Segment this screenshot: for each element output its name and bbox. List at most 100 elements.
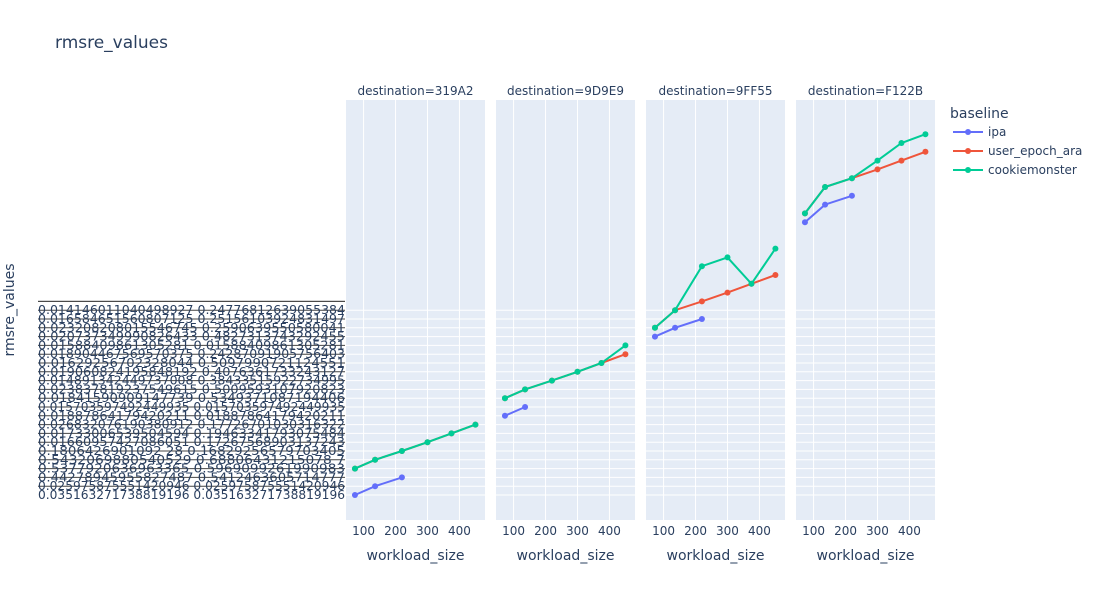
x-tick-label: 100: [352, 524, 375, 538]
legend-swatch-marker: [965, 167, 971, 173]
legend-swatch-marker: [965, 129, 971, 135]
chart-title: rmsre_values: [55, 33, 168, 53]
y-tick-label: 0.020737349990826433 0.4827313743292455: [38, 330, 345, 344]
y-tick-label: 0.019060824195848192 0.4076361733243127: [38, 365, 345, 379]
y-tick-label: 0.44278945955827487 0.5412463605714777: [38, 470, 345, 484]
x-axis-label: workload_size: [367, 548, 465, 564]
y-tick-label: 0.023837819237549615 0.5009593107920823: [38, 382, 345, 396]
facet-title: destination=9D9E9: [507, 84, 624, 98]
data-point-cookiemonster: [501, 395, 508, 402]
y-tick-label: 0.01588409861305281 0.01588409861305281: [38, 338, 345, 352]
data-point-cookiemonster: [598, 360, 605, 366]
y-tick-label: 0.014891342449737008 0.38433515922734995: [38, 374, 345, 388]
data-point-user_epoch_ara: [698, 298, 705, 305]
y-tick-label: 0.5377920636963365 0.5969099261990983: [38, 462, 345, 476]
data-point-ipa: [801, 219, 808, 226]
y-tick-label: 0.023208208015546745 0.2590639550580041: [38, 321, 345, 335]
y-tick-label: 0.01629256702328044 0.5097990721124551: [38, 356, 345, 370]
x-tick-label: 400: [598, 524, 621, 538]
y-tick-label: 0.014146011040498927 0.24776812639055384: [38, 303, 345, 317]
x-tick-label: 400: [748, 524, 771, 538]
data-point-ipa: [501, 412, 508, 419]
y-tick-label: 0.1806426901092 28 0.16829256579703405: [38, 444, 345, 458]
data-point-cookiemonster: [672, 307, 679, 314]
legend-swatch-marker: [965, 148, 971, 154]
data-point-cookiemonster: [424, 439, 431, 446]
data-point-user_epoch_ara: [922, 148, 929, 155]
x-tick-label: 300: [566, 524, 589, 538]
series-line-cookiemonster: [654, 248, 777, 329]
x-tick-label: 300: [716, 524, 739, 538]
y-tick-label: 0.025975875551420946 0.02597587555142094…: [38, 479, 345, 493]
legend-label: ipa: [988, 125, 1006, 139]
x-tick-label: 400: [898, 524, 921, 538]
series-line-cookiemonster: [354, 423, 476, 470]
data-point-cookiemonster: [651, 324, 658, 331]
x-tick-label: 200: [534, 524, 557, 538]
data-point-cookiemonster: [874, 157, 881, 164]
y-axis-label: rmsre_values: [2, 263, 18, 356]
x-tick-label: 200: [684, 524, 707, 538]
x-tick-label: 200: [384, 524, 407, 538]
data-point-cookiemonster: [398, 448, 405, 454]
series-line-ipa: [504, 406, 526, 417]
data-point-ipa: [398, 474, 405, 481]
data-point-cookiemonster: [574, 368, 581, 375]
data-point-cookiemonster: [548, 377, 555, 384]
data-point-cookiemonster: [372, 456, 379, 463]
x-axis-label: workload_size: [817, 548, 915, 564]
y-tick-label: 0.5432069880540529 0.68806431215078 7: [38, 453, 345, 467]
x-tick-label: 100: [502, 524, 525, 538]
data-point-cookiemonster: [801, 210, 808, 217]
data-point-cookiemonster: [748, 280, 755, 287]
series-line-cookiemonster: [804, 133, 926, 215]
data-point-cookiemonster: [522, 386, 529, 393]
x-tick-label: 100: [802, 524, 825, 538]
data-point-cookiemonster: [898, 140, 905, 146]
x-axis-label: workload_size: [667, 548, 765, 564]
x-tick-label: 400: [448, 524, 471, 538]
y-tick-label: 0.01841590909147739 0.5349371087194406: [38, 391, 345, 405]
data-point-cookiemonster: [698, 263, 705, 270]
y-tick-label: 0.01733006539504594 0.19463341793075484: [38, 426, 345, 440]
y-tick-label: 0.01660957427086051 0.17267568903137243: [38, 435, 345, 449]
legend-title: baseline: [950, 106, 1009, 122]
y-tick-label: 0.016584651560807125 0.25156103924831497: [38, 312, 345, 326]
data-point-ipa: [651, 333, 658, 340]
y-tick-label: 0.018904467569570375 0.24287091905756403: [38, 347, 345, 361]
legend-label: user_epoch_ara: [988, 144, 1082, 158]
data-point-cookiemonster: [351, 465, 358, 472]
x-tick-label: 300: [416, 524, 439, 538]
series-line-cookiemonster: [504, 344, 627, 400]
data-point-cookiemonster: [822, 184, 829, 190]
data-point-ipa: [351, 492, 358, 498]
data-point-ipa: [698, 316, 705, 322]
data-point-cookiemonster: [922, 131, 929, 138]
data-point-cookiemonster: [472, 421, 479, 428]
y-tick-label: 0.026832076190380912 0.17726701030316322: [38, 418, 345, 432]
x-tick-label: 200: [834, 524, 857, 538]
data-point-cookiemonster: [724, 254, 731, 261]
x-tick-label: 300: [866, 524, 889, 538]
x-tick-label: 100: [652, 524, 675, 538]
data-point-cookiemonster: [848, 175, 855, 182]
data-point-cookiemonster: [622, 342, 629, 349]
data-point-ipa: [522, 404, 529, 410]
data-point-ipa: [672, 324, 679, 331]
facet-title: destination=9FF55: [659, 84, 773, 98]
data-point-user_epoch_ara: [898, 157, 905, 164]
y-tick-label: 0.035163271738819196 0.03516327173881919…: [38, 488, 345, 502]
data-point-ipa: [848, 192, 855, 199]
facet-title: destination=F122B: [808, 84, 923, 98]
facet-title: destination=319A2: [357, 84, 473, 98]
data-point-user_epoch_ara: [874, 166, 881, 173]
x-axis-label: workload_size: [517, 548, 615, 564]
data-point-cookiemonster: [448, 430, 455, 437]
data-point-user_epoch_ara: [622, 351, 629, 358]
data-point-ipa: [372, 483, 379, 490]
data-point-ipa: [822, 201, 829, 208]
data-point-cookiemonster: [772, 245, 779, 252]
data-point-user_epoch_ara: [772, 272, 779, 278]
y-tick-label: 0.015703597492449935 0.01570359749244993…: [38, 400, 345, 414]
